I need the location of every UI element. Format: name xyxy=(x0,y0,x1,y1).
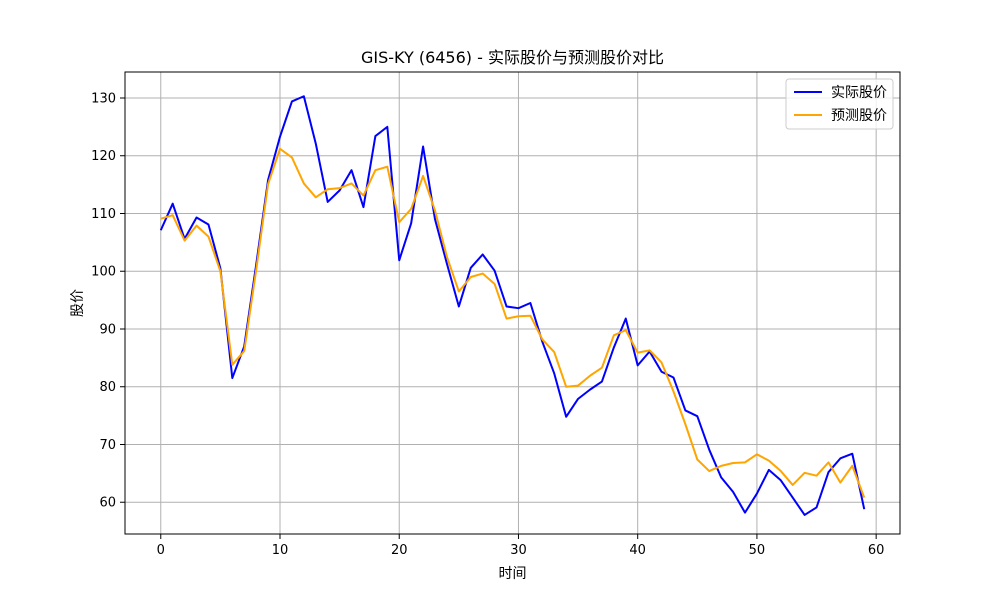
legend-label-actual: 实际股价 xyxy=(831,85,887,101)
x-tick-label: 20 xyxy=(391,543,408,558)
chart-title: GIS-KY (6456) - 实际股价与预测股价对比 xyxy=(361,48,664,67)
legend: 实际股价 预测股价 xyxy=(785,78,894,130)
grid-lines xyxy=(125,72,900,534)
x-tick-label: 10 xyxy=(272,543,289,558)
series-line-predicted xyxy=(160,147,866,498)
axis-ticks: 0 10 20 30 40 50 60 60 70 80 90 100 110 120 130 xyxy=(91,91,884,558)
y-tick-label: 110 xyxy=(91,207,116,222)
y-tick-label: 80 xyxy=(99,380,116,395)
y-tick-label: 120 xyxy=(91,149,116,164)
x-tick-label: 60 xyxy=(868,543,885,558)
legend-label-predicted: 预测股价 xyxy=(831,108,887,124)
y-tick-label: 90 xyxy=(99,322,116,337)
plot-frame xyxy=(124,71,901,535)
x-tick-label: 0 xyxy=(157,543,165,558)
y-tick-label: 60 xyxy=(99,496,116,511)
y-tick-label: 100 xyxy=(91,265,116,280)
x-axis-title: 时间 xyxy=(499,566,527,582)
series-lines xyxy=(159,95,866,516)
x-tick-label: 50 xyxy=(749,543,766,558)
x-tick-label: 30 xyxy=(510,543,527,558)
x-tick-label: 40 xyxy=(629,543,646,558)
y-tick-label: 70 xyxy=(99,438,116,453)
y-axis-title: 股价 xyxy=(70,289,86,317)
series-line-actual xyxy=(159,95,866,516)
y-tick-label: 130 xyxy=(91,91,116,106)
